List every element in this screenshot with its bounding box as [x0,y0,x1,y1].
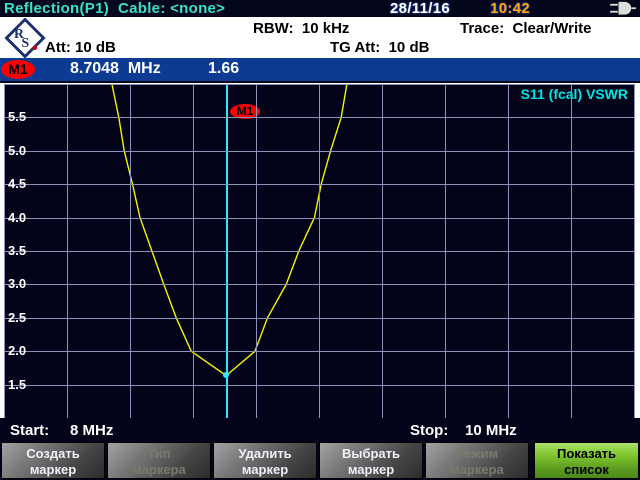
svg-text:S: S [22,35,30,50]
